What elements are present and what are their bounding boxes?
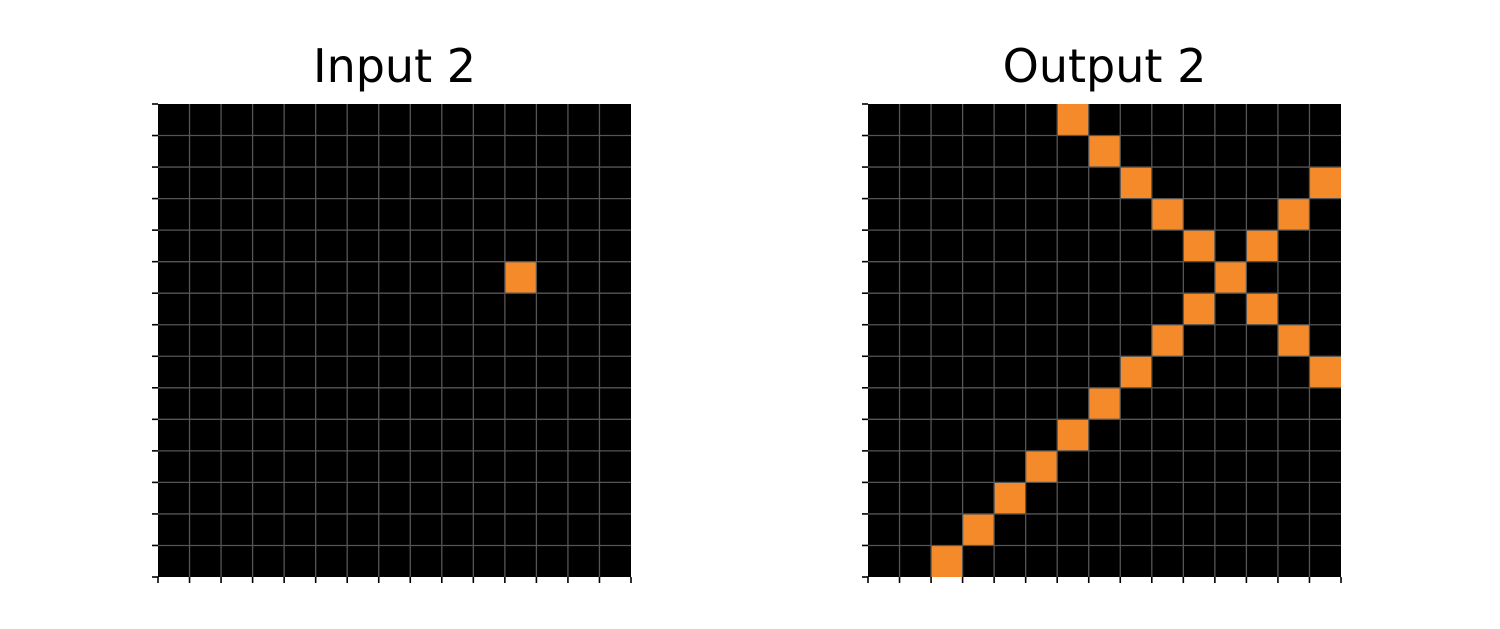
grid-background <box>158 104 631 577</box>
filled-cell <box>1025 450 1058 483</box>
filled-cell <box>1120 167 1152 199</box>
filled-cell <box>1309 167 1341 199</box>
filled-cell <box>1214 261 1247 294</box>
filled-cell <box>1309 356 1341 388</box>
filled-cell <box>1183 293 1215 325</box>
input-grid <box>152 103 632 583</box>
filled-cell <box>1088 135 1121 168</box>
filled-cell <box>931 545 963 577</box>
filled-cell <box>1088 387 1121 420</box>
filled-cell <box>1151 324 1184 357</box>
filled-cell <box>1277 324 1310 357</box>
filled-cell <box>504 261 537 294</box>
output-panel-title: Output 2 <box>1002 39 1207 93</box>
filled-cell <box>1183 230 1215 262</box>
output-grid <box>862 103 1342 583</box>
filled-cell <box>994 482 1026 514</box>
filled-cell <box>1246 230 1278 262</box>
filled-cell <box>1057 419 1089 451</box>
filled-cell <box>1246 293 1278 325</box>
filled-cell <box>1277 198 1310 231</box>
input-panel-title: Input 2 <box>313 39 476 93</box>
filled-cell <box>1057 104 1089 136</box>
grid-background <box>868 104 1341 577</box>
filled-cell <box>1120 356 1152 388</box>
filled-cell <box>1151 198 1184 231</box>
filled-cell <box>962 513 995 546</box>
